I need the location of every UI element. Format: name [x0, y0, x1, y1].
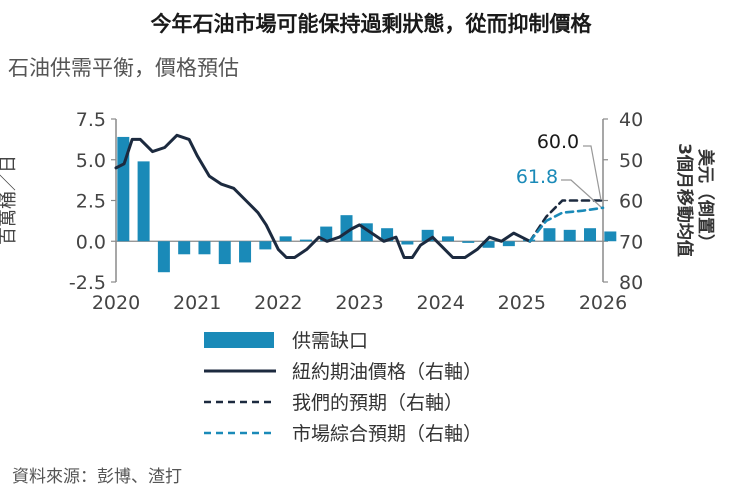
- left-axis-label: 百萬桶／日: [0, 155, 19, 245]
- x-tick-label: 2023: [335, 292, 383, 314]
- supply-gap-bar: [421, 229, 434, 242]
- x-tick-label: 2022: [254, 292, 302, 314]
- right-tick-label: 70: [619, 231, 643, 253]
- legend-swatch-bars: [204, 332, 274, 348]
- right-tick-label: 80: [619, 272, 643, 294]
- right-tick-label: 50: [619, 150, 643, 172]
- chart-title: 今年石油市場可能保持過剩狀態，從而抑制價格: [150, 12, 592, 36]
- supply-gap-bar: [279, 236, 292, 242]
- supply-gap-bar: [198, 241, 211, 255]
- supply-gap-bar: [320, 226, 333, 242]
- supply-gap-bar: [137, 161, 150, 242]
- left-tick-label: 5.0: [76, 150, 106, 172]
- chart-subtitle: 石油供需平衡，價格預估: [8, 56, 239, 80]
- supply-gap-bar: [117, 136, 130, 242]
- right-tick-label: 40: [619, 109, 643, 131]
- supply-gap-bar: [441, 236, 454, 242]
- x-tick-label: 2024: [416, 292, 464, 314]
- supply-gap-bar: [239, 241, 252, 263]
- x-tick-label: 2026: [579, 292, 627, 314]
- legend-label-our: 我們的預期（右軸）: [292, 392, 463, 414]
- annotation-our-forecast: 60.0: [537, 131, 579, 153]
- annotation-leader-our: [583, 145, 602, 201]
- supply-gap-bar: [543, 228, 556, 242]
- supply-gap-bar: [259, 241, 272, 250]
- supply-gap-bar: [563, 229, 576, 242]
- supply-gap-bar: [299, 239, 312, 242]
- right-tick-label: 60: [619, 191, 643, 213]
- supply-gap-bar: [218, 241, 231, 265]
- x-tick-label: 2025: [498, 292, 546, 314]
- supply-gap-bar: [401, 241, 414, 245]
- right-axis-label: 3個月移動均值: [674, 143, 695, 257]
- x-tick-label: 2021: [173, 292, 221, 314]
- source-note: 資料來源：彭博、渣打: [12, 467, 182, 487]
- left-tick-label: 0.0: [76, 231, 106, 253]
- supply-gap-bar: [462, 241, 475, 243]
- supply-gap-bar: [178, 241, 191, 255]
- annotation-market-forecast: 61.8: [516, 166, 558, 188]
- our-forecast-line: [528, 199, 605, 243]
- market-forecast-line: [528, 206, 605, 243]
- left-tick-label: 7.5: [76, 109, 106, 131]
- x-tick-label: 2020: [92, 292, 140, 314]
- left-tick-label: -2.5: [69, 272, 106, 294]
- legend-label-bars: 供需缺口: [292, 330, 368, 352]
- left-tick-label: 2.5: [76, 191, 106, 213]
- wti-price-line: [114, 133, 532, 259]
- legend-label-wti: 紐約期油價格（右軸）: [292, 361, 482, 383]
- supply-gap-bar: [584, 228, 597, 242]
- annotation-leader-market: [561, 179, 602, 208]
- supply-gap-bar: [604, 231, 617, 242]
- supply-gap-bar: [502, 241, 515, 247]
- supply-gap-bar: [482, 241, 495, 248]
- right-axis-label-unit: 美元（倒置）: [695, 149, 716, 251]
- legend-label-market: 市場綜合預期（右軸）: [292, 423, 482, 445]
- supply-gap-bar: [157, 241, 170, 273]
